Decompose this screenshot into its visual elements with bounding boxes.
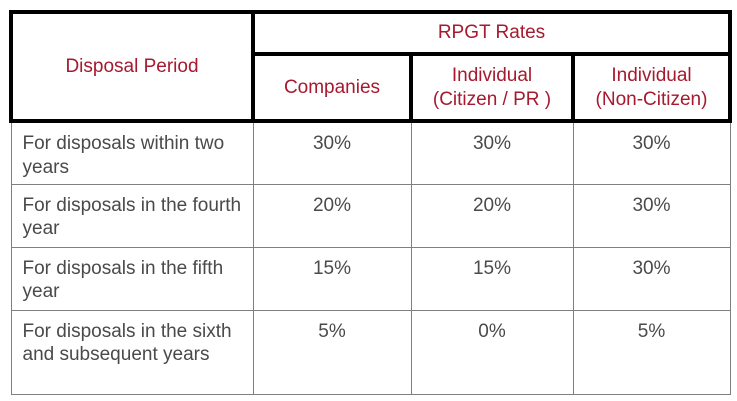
- disposal-period-cell: For disposals within two years: [10, 120, 254, 185]
- header-rpgt-rates: RPGT Rates: [251, 10, 732, 56]
- header-individual-non-citizen-line1: Individual: [611, 64, 692, 86]
- table-row: For disposals in the sixth and subsequen…: [10, 309, 731, 395]
- header-individual-non-citizen: Individual (Non-Citizen): [571, 52, 732, 123]
- citizen-pr-rate-cell: 15%: [410, 246, 574, 311]
- non-citizen-rate-cell: 30%: [572, 246, 731, 311]
- non-citizen-rate-cell: 5%: [572, 309, 731, 395]
- citizen-pr-rate-cell: 20%: [410, 183, 574, 248]
- table-row: For disposals in the fourth year 20% 20%…: [10, 183, 731, 248]
- header-companies: Companies: [251, 52, 413, 123]
- header-individual-citizen-pr-line1: Individual: [451, 64, 533, 86]
- companies-rate-cell: 15%: [252, 246, 412, 311]
- header-individual-citizen-pr: Individual (Citizen / PR ): [409, 52, 575, 123]
- rpgt-rates-table: Disposal Period RPGT Rates Companies Ind…: [9, 10, 732, 395]
- disposal-period-cell: For disposals in the fifth year: [10, 246, 254, 311]
- non-citizen-rate-cell: 30%: [572, 183, 731, 248]
- table-row: For disposals in the fifth year 15% 15% …: [10, 246, 731, 311]
- rpgt-rates-table-container: Disposal Period RPGT Rates Companies Ind…: [9, 10, 732, 395]
- header-individual-citizen-pr-line2: (Citizen / PR ): [432, 88, 552, 110]
- header-individual-non-citizen-line2: (Non-Citizen): [595, 88, 708, 110]
- table-row: For disposals within two years 30% 30% 3…: [10, 120, 731, 185]
- citizen-pr-rate-cell: 0%: [410, 309, 574, 395]
- companies-rate-cell: 5%: [252, 309, 412, 395]
- disposal-period-cell: For disposals in the sixth and subsequen…: [10, 309, 254, 395]
- non-citizen-rate-cell: 30%: [572, 120, 731, 185]
- disposal-period-cell: For disposals in the fourth year: [10, 183, 254, 248]
- companies-rate-cell: 30%: [252, 120, 412, 185]
- header-disposal-period: Disposal Period: [9, 10, 255, 123]
- citizen-pr-rate-cell: 30%: [410, 120, 574, 185]
- companies-rate-cell: 20%: [252, 183, 412, 248]
